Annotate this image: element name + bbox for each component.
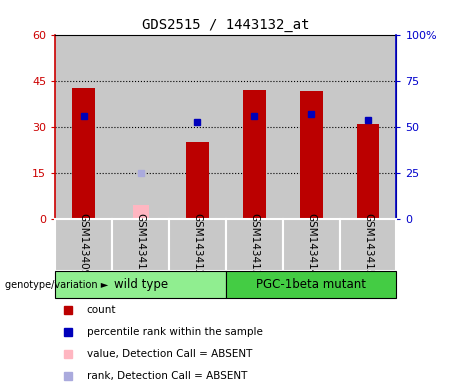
Text: GSM143409: GSM143409 bbox=[79, 213, 89, 276]
Bar bbox=[226, 271, 396, 298]
Text: GSM143415: GSM143415 bbox=[363, 213, 373, 276]
Text: genotype/variation ►: genotype/variation ► bbox=[5, 280, 108, 290]
Text: GSM143414: GSM143414 bbox=[306, 213, 316, 276]
Text: percentile rank within the sample: percentile rank within the sample bbox=[87, 327, 263, 337]
Bar bbox=[55, 271, 226, 298]
Text: rank, Detection Call = ABSENT: rank, Detection Call = ABSENT bbox=[87, 371, 247, 381]
Text: GSM143412: GSM143412 bbox=[192, 213, 202, 276]
Title: GDS2515 / 1443132_at: GDS2515 / 1443132_at bbox=[142, 18, 310, 32]
Bar bbox=[55, 219, 112, 271]
Bar bbox=[112, 219, 169, 271]
Bar bbox=[133, 205, 148, 219]
Bar bbox=[300, 91, 323, 219]
Bar bbox=[186, 142, 209, 219]
Text: GSM143413: GSM143413 bbox=[249, 213, 260, 276]
Text: count: count bbox=[87, 305, 116, 314]
Text: value, Detection Call = ABSENT: value, Detection Call = ABSENT bbox=[87, 349, 252, 359]
Bar bbox=[357, 124, 379, 219]
Text: wild type: wild type bbox=[113, 278, 168, 291]
Bar bbox=[72, 88, 95, 219]
Bar bbox=[243, 90, 266, 219]
Bar bbox=[340, 219, 396, 271]
Text: GSM143411: GSM143411 bbox=[136, 213, 146, 276]
Bar bbox=[226, 219, 283, 271]
Bar bbox=[283, 219, 340, 271]
Bar bbox=[169, 219, 226, 271]
Text: PGC-1beta mutant: PGC-1beta mutant bbox=[256, 278, 366, 291]
